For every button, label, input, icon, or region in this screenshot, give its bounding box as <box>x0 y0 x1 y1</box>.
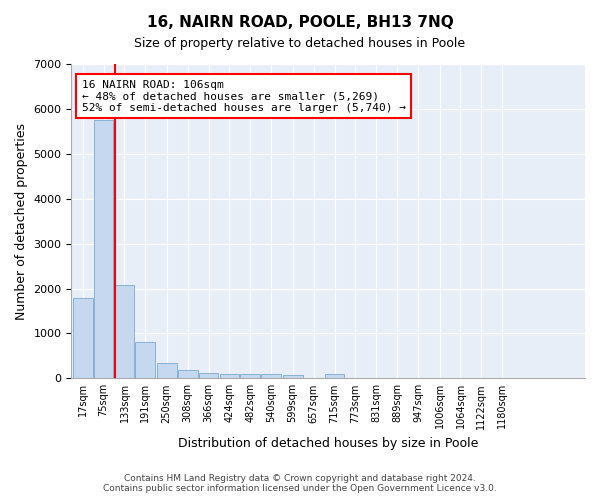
Y-axis label: Number of detached properties: Number of detached properties <box>15 122 28 320</box>
Bar <box>241 374 260 378</box>
Bar <box>325 374 344 378</box>
Bar <box>283 375 302 378</box>
Bar <box>262 374 281 378</box>
Text: Contains HM Land Registry data © Crown copyright and database right 2024.: Contains HM Land Registry data © Crown c… <box>124 474 476 483</box>
X-axis label: Distribution of detached houses by size in Poole: Distribution of detached houses by size … <box>178 437 478 450</box>
Text: Contains public sector information licensed under the Open Government Licence v3: Contains public sector information licen… <box>103 484 497 493</box>
Bar <box>136 342 155 378</box>
Bar <box>220 374 239 378</box>
Text: 16, NAIRN ROAD, POOLE, BH13 7NQ: 16, NAIRN ROAD, POOLE, BH13 7NQ <box>146 15 454 30</box>
Bar <box>115 285 134 378</box>
Bar <box>94 120 113 378</box>
Bar <box>157 363 176 378</box>
Bar <box>73 298 92 378</box>
Text: Size of property relative to detached houses in Poole: Size of property relative to detached ho… <box>134 38 466 51</box>
Bar <box>178 370 197 378</box>
Bar <box>199 373 218 378</box>
Text: 16 NAIRN ROAD: 106sqm
← 48% of detached houses are smaller (5,269)
52% of semi-d: 16 NAIRN ROAD: 106sqm ← 48% of detached … <box>82 80 406 113</box>
